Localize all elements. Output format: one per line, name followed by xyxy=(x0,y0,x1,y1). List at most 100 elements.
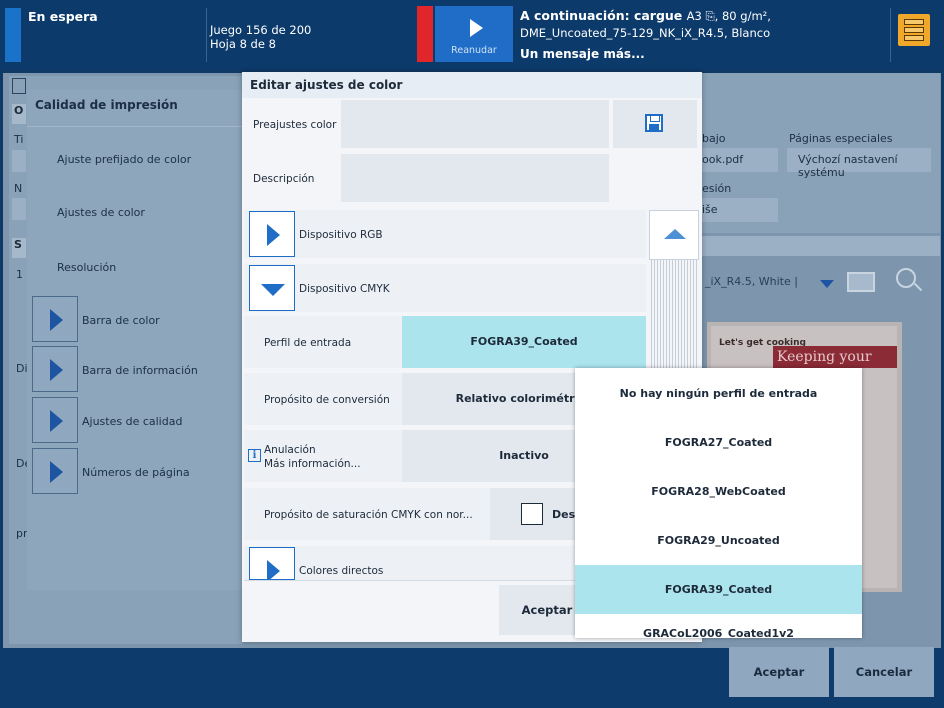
input-profile-label: Perfil de entrada xyxy=(264,337,352,349)
special-pages-value: Výchozí nastavení systému xyxy=(798,153,898,179)
special-pages-field[interactable]: Výchozí nastavení systému xyxy=(787,148,931,179)
field-label: pr xyxy=(16,527,28,540)
tab-o[interactable]: O xyxy=(12,104,26,124)
search-icon[interactable] xyxy=(896,268,916,288)
expand-rgb-button[interactable] xyxy=(249,211,295,257)
server-button[interactable] xyxy=(898,14,930,46)
field-label: Di xyxy=(16,362,28,375)
rgb-device-row[interactable] xyxy=(244,210,646,258)
spot-colors-label: Colores directos xyxy=(299,565,384,577)
job-set-count: Juego 156 de 200 xyxy=(210,23,312,37)
cmyk-device-label: Dispositivo CMYK xyxy=(299,283,390,295)
dialog-title: Editar ajustes de color xyxy=(242,72,702,98)
field[interactable]: iše xyxy=(702,198,778,222)
section-header xyxy=(702,236,940,256)
expand-button[interactable] xyxy=(32,296,78,342)
save-button[interactable] xyxy=(613,100,697,148)
expander-color-bar[interactable]: Barra de color xyxy=(82,314,160,327)
column-header: bajo xyxy=(702,132,726,145)
job-sheet-count: Hoja 8 de 8 xyxy=(210,37,276,51)
dropdown-option-selected[interactable]: FOGRA39_Coated xyxy=(575,565,862,614)
scroll-up-button[interactable] xyxy=(649,210,699,260)
saturation-checkbox[interactable] xyxy=(521,503,543,525)
dropdown-option[interactable]: FOGRA28_WebCoated xyxy=(651,485,786,498)
menu-item-color-settings[interactable]: Ajustes de color xyxy=(57,206,145,219)
next-action-text: A continuación: cargue xyxy=(520,8,683,23)
more-info-link[interactable]: Más información... xyxy=(264,458,361,470)
field xyxy=(12,198,26,220)
saturation-label: Propósito de saturación CMYK con nor... xyxy=(264,509,473,521)
printer-status: En espera xyxy=(28,9,98,24)
scrollbar[interactable] xyxy=(651,260,697,370)
file-name: ook.pdf xyxy=(702,153,744,166)
chevron-right-icon xyxy=(50,461,63,483)
input-profile-select[interactable]: FOGRA39_Coated xyxy=(402,316,646,368)
expand-button[interactable] xyxy=(32,397,78,443)
column-header: Páginas especiales xyxy=(789,132,893,145)
column-header: esión xyxy=(702,182,732,195)
accept-button[interactable]: Aceptar xyxy=(729,647,829,697)
cmyk-device-row[interactable] xyxy=(244,264,646,312)
chevron-right-icon xyxy=(267,560,280,579)
preview-heading: Keeping your xyxy=(773,346,897,368)
chevron-down-icon[interactable] xyxy=(820,280,834,288)
field xyxy=(12,150,26,172)
divider xyxy=(890,8,891,62)
dropdown-option[interactable]: No hay ningún perfil de entrada xyxy=(619,387,818,400)
rgb-device-label: Dispositivo RGB xyxy=(299,229,383,241)
tab-s[interactable]: S xyxy=(12,238,26,258)
expand-button[interactable] xyxy=(32,448,78,494)
field-label: 1 xyxy=(16,268,23,281)
server-icon xyxy=(904,27,924,33)
save-icon xyxy=(645,114,663,132)
description-label: Descripción xyxy=(253,173,315,185)
expand-spot-colors-button[interactable] xyxy=(249,547,295,580)
document-icon xyxy=(12,78,26,94)
description-field[interactable] xyxy=(341,154,609,202)
collapse-cmyk-button[interactable] xyxy=(249,265,295,311)
server-icon xyxy=(904,19,924,25)
chevron-up-icon xyxy=(664,229,686,239)
cancel-button[interactable]: Cancelar xyxy=(834,647,934,697)
menu-item-resolution[interactable]: Resolución xyxy=(57,261,117,274)
field-label: N xyxy=(14,182,23,195)
chevron-right-icon xyxy=(50,359,63,381)
chevron-down-icon xyxy=(261,284,285,296)
input-profile-dropdown: No hay ningún perfil de entrada FOGRA27_… xyxy=(575,368,862,638)
expand-button[interactable] xyxy=(32,346,78,392)
preview-logo: Let's get cooking xyxy=(719,338,806,348)
color-preset-field[interactable] xyxy=(341,100,609,148)
next-media-name: DME_Uncoated_75-129_NK_iX_R4.5, Blanco xyxy=(520,26,771,40)
chevron-right-icon xyxy=(50,309,63,331)
next-action-title: A continuación: cargue A3 ⎘, 80 g/m², xyxy=(520,8,771,24)
media-name: _iX_R4.5, White | xyxy=(705,275,798,288)
field-label: Ti xyxy=(14,133,24,146)
divider xyxy=(244,580,646,581)
preset-label: Preajustes color xyxy=(253,119,337,131)
expander-info-bar[interactable]: Barra de información xyxy=(82,364,198,377)
panel-title: Calidad de impresión xyxy=(35,98,178,112)
expander-quality[interactable]: Ajustes de calidad xyxy=(82,415,183,428)
conversion-label: Propósito de conversión xyxy=(264,394,390,406)
dropdown-option[interactable]: FOGRA29_Uncoated xyxy=(657,534,780,547)
dropdown-option[interactable]: GRACoL2006_Coated1v2 xyxy=(643,627,794,638)
resume-label: Reanudar xyxy=(451,45,497,56)
file-field[interactable]: ook.pdf xyxy=(702,148,778,172)
expander-page-numbers[interactable]: Números de página xyxy=(82,466,190,479)
more-messages-link[interactable]: Un mensaje más... xyxy=(520,47,645,61)
chevron-right-icon xyxy=(267,224,280,246)
saturation-value: Desactivado xyxy=(552,508,575,521)
dropdown-option[interactable]: FOGRA27_Coated xyxy=(664,436,773,449)
play-icon xyxy=(470,19,483,37)
divider xyxy=(206,8,207,62)
menu-item-color-preset[interactable]: Ajuste prefijado de color xyxy=(57,153,192,166)
server-icon xyxy=(904,35,924,41)
info-icon[interactable]: i xyxy=(248,449,261,462)
chevron-right-icon xyxy=(50,410,63,432)
override-label: Anulación xyxy=(264,444,316,456)
divider xyxy=(27,126,242,127)
next-media-size: A3 ⎘, 80 g/m², xyxy=(686,9,771,23)
resume-button[interactable]: Reanudar xyxy=(435,6,513,62)
field-value: iše xyxy=(702,203,718,216)
page-view-icon[interactable] xyxy=(847,272,875,292)
